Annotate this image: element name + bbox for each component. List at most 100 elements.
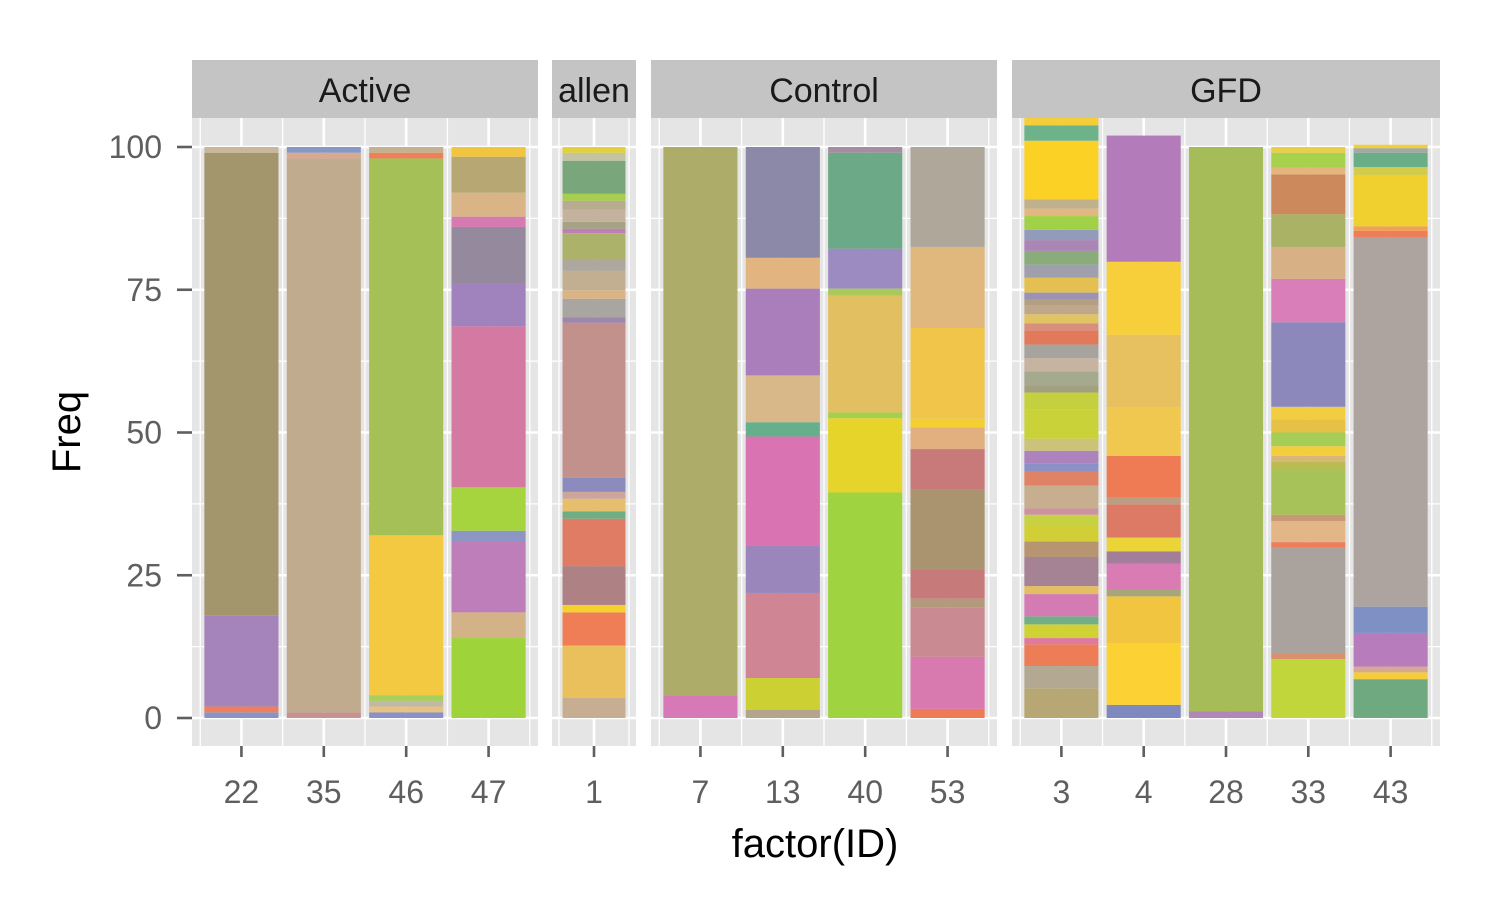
bar-segment	[452, 147, 526, 157]
bar-segment	[1024, 314, 1098, 323]
bar-segment	[1024, 371, 1098, 385]
x-tick-label: 46	[388, 774, 424, 810]
bar-46	[369, 147, 443, 718]
bar-segment	[1271, 659, 1345, 718]
bar-segment	[746, 710, 820, 718]
bar-segment	[1024, 542, 1098, 557]
facet-strip-label: allen	[558, 72, 630, 110]
bar-segment	[369, 153, 443, 159]
bar-segment	[746, 422, 820, 436]
bar-segment	[452, 193, 526, 217]
bar-segment	[1107, 407, 1181, 456]
bar-segment	[369, 701, 443, 707]
bar-segment	[828, 492, 902, 718]
bar-segment	[1024, 265, 1098, 278]
bar-segment	[1271, 174, 1345, 214]
y-axis-title: Freq	[45, 391, 89, 473]
bar-segment	[452, 227, 526, 284]
bar-segment	[1024, 515, 1098, 525]
bar-segment	[369, 158, 443, 535]
bar-segment	[1271, 446, 1345, 456]
x-tick-label: 4	[1135, 774, 1153, 810]
bar-segment	[1024, 688, 1098, 718]
bar-segment	[1024, 557, 1098, 586]
bar-segment	[1024, 240, 1098, 251]
bar-segment	[1024, 200, 1098, 209]
bar-segment	[1024, 278, 1098, 293]
bar-3	[1024, 62, 1098, 718]
bar-segment	[563, 271, 626, 290]
bar-segment	[746, 375, 820, 422]
bar-segment	[1354, 238, 1428, 607]
bar-segment	[563, 645, 626, 698]
x-tick-label: 28	[1208, 774, 1244, 810]
bar-segment	[1024, 409, 1098, 439]
x-tick-label: 1	[585, 774, 603, 810]
bar-segment	[1271, 214, 1345, 247]
y-tick-label: 50	[126, 415, 162, 451]
bar-segment	[563, 605, 626, 612]
bar-segment	[369, 147, 443, 153]
bar-segment	[1354, 226, 1428, 231]
bar-segment	[369, 695, 443, 701]
bar-segment	[1107, 456, 1181, 497]
bar-segment	[1024, 323, 1098, 330]
bar-segment	[563, 260, 626, 271]
bar-segment	[1271, 542, 1345, 548]
bar-segment	[1024, 330, 1098, 344]
bar-segment	[287, 147, 361, 153]
bar-segment	[1271, 322, 1345, 407]
bar-7	[663, 147, 737, 718]
bar-segment	[1271, 168, 1345, 175]
bar-segment	[746, 147, 820, 258]
bar-segment	[911, 599, 985, 608]
bar-segment	[452, 487, 526, 530]
bar-segment	[911, 247, 985, 328]
bar-segment	[563, 612, 626, 645]
x-tick-label: 33	[1291, 774, 1327, 810]
bar-segment	[452, 283, 526, 326]
x-axis-title: factor(ID)	[732, 822, 899, 866]
bar-segment	[563, 161, 626, 194]
y-tick-label: 75	[126, 272, 162, 308]
bar-segment	[563, 499, 626, 512]
bar-segment	[563, 147, 626, 153]
bar-segment	[1107, 538, 1181, 552]
bar-segment	[287, 712, 361, 718]
bar-segment	[563, 511, 626, 518]
bar-segment	[663, 147, 737, 695]
bar-segment	[1024, 345, 1098, 359]
bar-segment	[746, 678, 820, 710]
bar-segment	[204, 615, 278, 706]
bar-segment	[746, 289, 820, 376]
x-tick-label: 47	[471, 774, 507, 810]
bar-segment	[452, 217, 526, 227]
bar-segment	[1271, 548, 1345, 654]
bar-segment	[828, 413, 902, 419]
bar-segment	[563, 233, 626, 260]
bar-33	[1271, 147, 1345, 718]
bar-43	[1354, 145, 1428, 718]
bar-segment	[911, 449, 985, 490]
bar-segment	[369, 535, 443, 695]
bar-segment	[1271, 521, 1345, 542]
bar-segment	[563, 299, 626, 317]
bar-segment	[1271, 515, 1345, 521]
bar-segment	[452, 638, 526, 718]
bar-segment	[746, 258, 820, 289]
bar-segment	[1024, 525, 1098, 542]
bar-segment	[828, 153, 902, 249]
bar-segment	[1271, 433, 1345, 447]
bar-segment	[1024, 125, 1098, 140]
bar-4	[1107, 136, 1181, 718]
plot-area: Active 22 35 46 47 allen 1 Control 7 13 40 53 GFD 3 4 2…	[109, 60, 1440, 810]
bar-segment	[911, 570, 985, 599]
bar-segment	[287, 153, 361, 159]
bar-segment	[1107, 590, 1181, 597]
bar-segment	[911, 490, 985, 570]
x-tick-label: 7	[692, 774, 710, 810]
bar-segment	[1024, 216, 1098, 230]
bar-segment	[1189, 147, 1263, 711]
bar-28	[1189, 147, 1263, 718]
bar-segment	[1024, 472, 1098, 486]
